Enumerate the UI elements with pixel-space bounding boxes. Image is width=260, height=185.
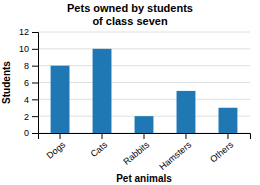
tick-mark [32,49,38,50]
grid [38,32,250,133]
tick-mark [144,133,145,139]
title: Pets owned by studentsof class seven [67,2,193,27]
tick-label: 6 [24,78,29,88]
tick-mark [60,133,61,139]
tick: Hamsters [157,133,193,172]
tick: 10 [19,44,38,54]
axis-line [39,134,251,140]
y-axis-title: Students [1,61,12,104]
tick-mark [32,83,38,84]
tick-label: Hamsters [157,139,193,172]
tick-label: 2 [24,112,29,122]
grid-line [38,65,250,66]
bars [51,49,238,133]
bar [135,116,154,133]
tick-label: Cats [89,139,110,159]
tick-mark [32,99,38,100]
tick-label: Rabbits [121,139,151,167]
bar [219,108,238,133]
tick: Others [208,133,236,165]
grid-line [38,32,250,33]
grid-line [38,48,250,49]
title-line: Pets owned by students [67,2,193,14]
tick-label: 8 [24,61,29,71]
tick: Rabbits [121,133,151,167]
tick-label: 10 [19,44,29,54]
axis-line [32,33,39,134]
tick-label: Dogs [45,139,68,160]
tick-mark [32,133,38,134]
grid-line [38,82,250,83]
grid-line [38,99,250,100]
tick-mark [227,133,228,139]
x-axis-title: Pet animals [116,173,172,184]
tick-mark [102,133,103,139]
tick-label: 0 [24,128,29,138]
tick: 4 [24,95,38,105]
bar [51,66,70,133]
tick-label: 12 [19,27,29,37]
tick: Cats [89,133,110,159]
y-axis: 0 2 4 6 8 10 12 [19,27,39,138]
tick: 8 [24,61,38,71]
plot: Dogs Cats RabbitsHamsters Others 0 2 4 6 8 10 12 [19,27,251,172]
tick: 6 [24,78,38,88]
tick: 2 [24,112,38,122]
tick-mark [32,32,38,33]
tick: 0 [24,128,38,138]
bar [177,91,196,133]
bar [93,49,112,133]
tick-label: Others [208,139,236,164]
tick-mark [185,133,186,139]
tick-mark [32,116,38,117]
tick-mark [32,66,38,67]
chart: Dogs Cats RabbitsHamsters Others 0 2 4 6 8 10 12 Pe… [0,0,260,185]
tick: 12 [19,27,38,37]
title-line: of class seven [92,15,167,27]
tick: Dogs [45,133,68,161]
x-axis: Dogs Cats RabbitsHamsters Others [39,133,251,172]
tick-label: 4 [24,95,29,105]
